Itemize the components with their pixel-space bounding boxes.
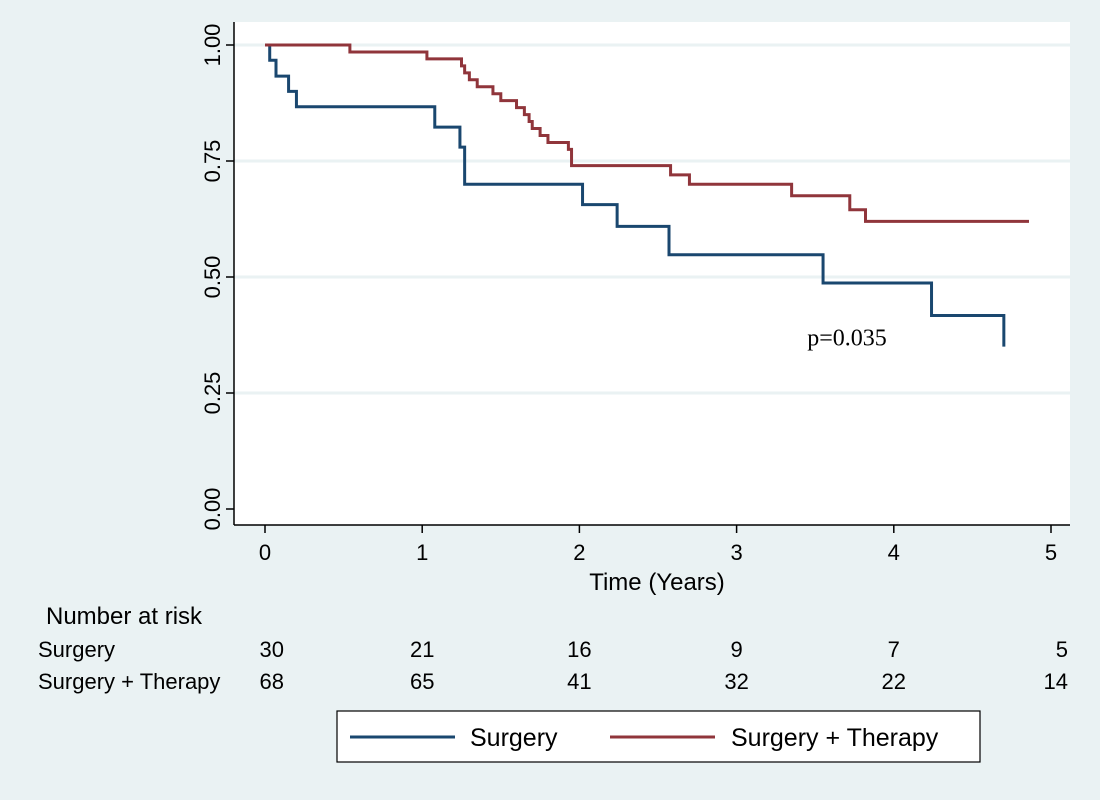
risk-value: 21: [410, 637, 434, 662]
x-tick-label: 2: [573, 540, 585, 565]
legend: Surgery Surgery + Therapy: [336, 710, 981, 763]
risk-value: 30: [260, 637, 284, 662]
risk-values: 30 21 16 9 7 5 68 65 41 32 22 14: [260, 637, 1068, 694]
risk-row-label: Surgery: [38, 637, 115, 662]
risk-value: 7: [888, 637, 900, 662]
risk-table: Number at risk Surgery Surgery + Therapy…: [38, 603, 1068, 694]
y-tick-label: 0.50: [200, 256, 225, 299]
x-axis-label: Time (Years): [589, 569, 725, 596]
series-line-surgery: [265, 43, 1006, 347]
grid-lines: [234, 43, 1070, 395]
risk-table-title: Number at risk: [46, 603, 203, 630]
legend-label-surgery-therapy: Surgery + Therapy: [731, 724, 939, 752]
risk-value: 65: [410, 669, 434, 694]
y-tick-label: 0.00: [200, 488, 225, 531]
y-tick-label: 1.00: [200, 24, 225, 67]
risk-row-label: Surgery + Therapy: [38, 669, 220, 694]
y-tick-label: 0.75: [200, 140, 225, 183]
y-tick-label: 0.25: [200, 372, 225, 415]
x-tick-label: 5: [1045, 540, 1057, 565]
risk-value: 22: [882, 669, 906, 694]
p-value-annotation: p=0.035: [807, 325, 887, 351]
risk-value: 14: [1044, 669, 1068, 694]
risk-value: 16: [567, 637, 591, 662]
plot-area: [234, 22, 1070, 525]
risk-value: 5: [1056, 637, 1068, 662]
series-lines: [265, 43, 1029, 347]
risk-value: 68: [260, 669, 284, 694]
risk-value: 32: [724, 669, 748, 694]
y-ticks: 0.00 0.25 0.50 0.75 1.00: [200, 24, 234, 531]
x-tick-label: 4: [888, 540, 900, 565]
x-ticks: 0 1 2 3 4 5: [259, 525, 1057, 565]
legend-label-surgery: Surgery: [470, 724, 558, 752]
x-tick-label: 3: [730, 540, 742, 565]
x-tick-label: 1: [416, 540, 428, 565]
risk-value: 9: [730, 637, 742, 662]
risk-value: 41: [567, 669, 591, 694]
x-tick-label: 0: [259, 540, 271, 565]
series-line-surgery-therapy: [265, 43, 1029, 223]
